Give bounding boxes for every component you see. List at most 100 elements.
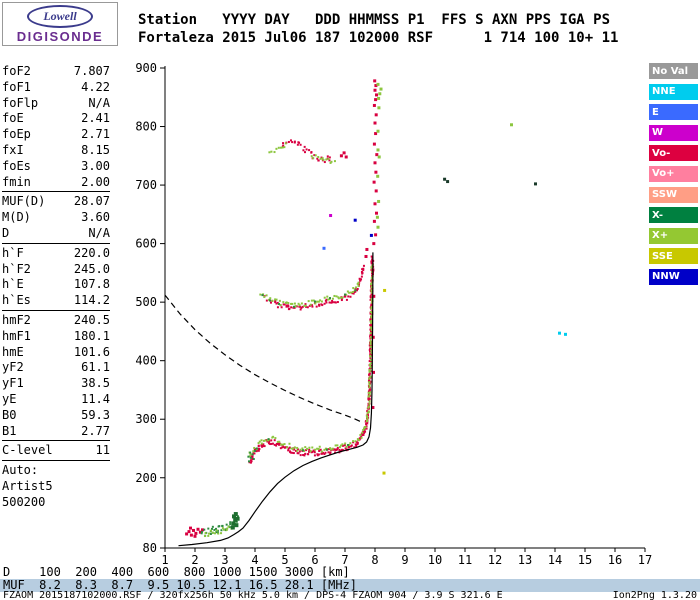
param-label: h`Es (2, 293, 31, 308)
echo-dot-f-trace-hop1-ordinary (336, 448, 339, 451)
echo-dot-f-trace-hop2-ordinary (276, 301, 279, 304)
echo-dot-e-region-echo-ordinary (189, 533, 193, 537)
param-row: M(D) 3.60 (2, 210, 110, 226)
echo-dot-f-trace-hop1-ordinary (365, 423, 368, 426)
echo-dot-e-region-echo-green-dark (207, 527, 210, 530)
legend-label: X- (652, 209, 664, 221)
echo-dot-f-trace-hop1-ordinary (370, 360, 373, 363)
echo-dot-f-trace-hop1-ordinary (369, 324, 372, 327)
echo-dot-f-trace-hop1-ordinary (344, 447, 347, 450)
legend-item-x+: X+ (649, 227, 698, 244)
echo-dot-f-trace-hop3-extra-right (329, 161, 332, 164)
echo-dot-f-trace-hop1-ordinary (312, 449, 315, 452)
echo-dot-f-trace-hop1-ordinary (271, 442, 274, 445)
echo-dot-stray-nnw (353, 218, 357, 222)
echo-dot-f-trace-hop1-extraordinary (368, 377, 371, 380)
echo-dot-stray-e-blue (322, 246, 326, 250)
echo-dot-spread-column-red (372, 180, 376, 184)
echo-dot-stray-dark (443, 177, 447, 181)
echo-dot-f-trace-hop1-ordinary (313, 454, 316, 457)
echo-dot-f-trace-hop1-ordinary (369, 352, 372, 355)
echo-dot-f-trace-hop1-ordinary (273, 439, 276, 442)
echo-dot-f-trace-hop1-extraordinary (260, 442, 263, 445)
echo-dot-f-trace-hop2-extraordinary (327, 298, 330, 301)
echo-dot-f-trace-hop2-darkgreen-dots (354, 289, 357, 292)
echo-dot-spread-column-red (372, 294, 376, 298)
param-row: hmF2 240.5 (2, 313, 110, 329)
echo-dot-spread-column-green (377, 199, 381, 203)
echo-dot-f-trace-hop2-ordinary (274, 299, 277, 302)
echo-dot-f-trace-hop2-extraordinary (316, 300, 319, 303)
param-label: Auto: (2, 463, 39, 478)
echo-dot-e-region-echo-green-dark (225, 523, 228, 526)
echo-dot-f-trace-hop1-ordinary (370, 288, 373, 291)
echo-dot-f-trace-hop1-extraordinary (368, 381, 371, 384)
echo-dot-f-trace-hop1-extraordinary (283, 443, 286, 446)
echo-dot-f-trace-hop1-extraordinary (318, 445, 321, 448)
logo-digisonde-text: DIGISONDE (16, 28, 104, 44)
echo-dot-f-trace-hop1-extraordinary (369, 326, 372, 329)
legend-label: SSE (652, 250, 673, 262)
echo-dot-f-trace-hop1-ordinary (341, 444, 344, 447)
echo-dot-f-trace-hop2-ordinary (298, 305, 301, 308)
echo-dot-f-trace-hop1-ordinary (370, 255, 373, 258)
echo-dot-f-trace-hop2-extraordinary (320, 300, 323, 303)
y-tick-label: 600 (135, 237, 157, 251)
echo-dot-f-trace-hop1-extraordinary (369, 364, 372, 367)
echo-dot-f-trace-hop3-ordinary (320, 156, 323, 159)
echo-dot-f-trace-hop1-extraordinary (248, 455, 251, 458)
echo-dot-f-trace-hop1-extraordinary (369, 311, 372, 314)
echo-dot-f-trace-hop1-darkgreen-dots (347, 443, 349, 446)
echo-dot-f-trace-hop3-ordinary (326, 155, 329, 158)
echo-dot-f-trace-hop2-ordinary (351, 292, 354, 295)
param-value: 180.1 (73, 328, 110, 343)
param-row: D N/A (2, 226, 110, 242)
echo-dot-f-trace-hop1-extraordinary (366, 417, 369, 420)
echo-dot-f-trace-hop1-ordinary (269, 443, 272, 446)
echo-dot-spread-column-red (372, 242, 376, 246)
x-tick-label: 2 (191, 553, 198, 567)
echo-dot-f-trace-hop1-ordinary (329, 453, 332, 456)
echo-dot-e-region-echo-ordinary (189, 526, 192, 530)
echo-dot-f-trace-hop2-ordinary (340, 299, 343, 302)
echo-dot-f-trace-hop1-ordinary (253, 452, 256, 455)
x-tick-label: 10 (428, 553, 442, 567)
echo-dot-f-trace-hop1-ordinary (251, 457, 254, 460)
echo-dot-f-trace-hop2-darkgreen-dots (269, 299, 271, 302)
echo-dot-f-trace-hop2-extraordinary (352, 287, 355, 290)
echo-dot-f-trace-hop1-ordinary (254, 448, 257, 451)
echo-dot-e-region-echo-green-dark (216, 529, 219, 532)
echo-dot-e-region-blob (230, 525, 235, 530)
echo-dot-f-trace-hop3-extra-left (281, 146, 284, 149)
param-group: Auto: Artist5 500200 (2, 463, 110, 511)
echo-dot-f-trace-hop1-extraordinary (348, 443, 351, 446)
echo-dot-f-trace-hop1-ordinary (268, 440, 271, 443)
echo-dot-f-trace-hop1-extraordinary (286, 446, 289, 449)
param-row: fmin 2.00 (2, 175, 110, 191)
echo-dot-f-trace-hop3-extra-left (283, 146, 286, 149)
echo-dot-f-trace-hop1-ordinary (311, 450, 314, 453)
echo-dot-f-trace-hop1-ordinary (327, 451, 330, 454)
echo-dot-f-trace-hop1-ordinary (369, 350, 372, 353)
echo-dot-f-trace-hop1-ordinary (370, 284, 373, 287)
echo-dot-f-trace-hop2-extraordinary (333, 294, 336, 297)
echo-dot-e-region-echo-green-dark (229, 523, 232, 526)
echo-dot-f-trace-hop1-ordinary (282, 445, 285, 448)
echo-dot-f-trace-hop1-extraordinary (288, 442, 291, 445)
echo-dot-f-trace-hop1-extraordinary (338, 446, 341, 449)
echo-dot-f-trace-hop1-extraordinary (370, 266, 373, 269)
echo-dot-f-trace-hop1-extraordinary (370, 289, 373, 292)
x-tick-label: 3 (221, 553, 228, 567)
echo-dot-f-trace-hop1-ordinary (273, 443, 276, 446)
y-tick-label: 80 (143, 541, 157, 555)
x-tick-label: 17 (638, 553, 652, 567)
echo-dot-spread-column-red (373, 161, 377, 165)
echo-dot-f-trace-hop2-ordinary (285, 304, 288, 307)
echo-dot-f-trace-hop2-ordinary (304, 303, 307, 306)
echo-dot-e-region-echo-green-dark (221, 524, 224, 527)
echo-dot-f-trace-hop2-darkgreen-dots (278, 302, 280, 305)
echo-dot-f-trace-hop1-ordinary (299, 454, 302, 457)
echo-dot-f-trace-hop2-extraordinary (285, 301, 288, 304)
echo-dot-f-trace-hop1-extraordinary (344, 442, 347, 445)
x-tick-label: 16 (608, 553, 622, 567)
